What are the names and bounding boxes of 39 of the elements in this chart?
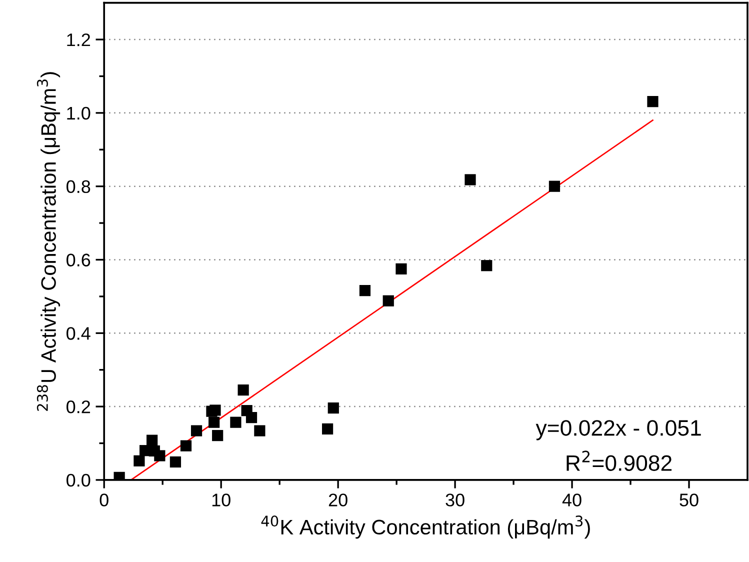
point — [382, 295, 394, 306]
point — [328, 402, 339, 414]
point — [322, 423, 334, 434]
y-tick-label: 0.6 — [66, 254, 90, 266]
y-tick-label: 1.0 — [67, 106, 90, 120]
x-tick-label: 40 — [562, 494, 582, 506]
x-tick-label: 30 — [446, 494, 464, 506]
point — [481, 260, 492, 272]
x-tick-label: 20 — [328, 494, 348, 506]
point — [464, 174, 476, 186]
point — [170, 456, 182, 468]
point — [238, 384, 249, 396]
y-tick-label: 0.8 — [66, 180, 90, 194]
point — [230, 416, 242, 428]
point — [146, 434, 158, 446]
annotation: R$^{2}$=0.9082 — [566, 450, 672, 471]
x-tick-label: 10 — [212, 494, 230, 506]
point — [134, 455, 145, 466]
y-axis-title: $^{238}$U Activity Concentration (μBq/m$^{3}$) — [36, 72, 60, 411]
point — [180, 440, 192, 452]
y-tick-label: 0.2 — [66, 400, 90, 414]
point — [647, 96, 658, 108]
point — [212, 430, 224, 442]
x-tick-label: 0 — [100, 494, 108, 506]
point — [396, 263, 407, 274]
x-tick-label: 50 — [680, 494, 698, 506]
point — [246, 412, 258, 424]
point — [190, 425, 202, 436]
annotation: y=0.022x - 0.051 — [536, 420, 701, 440]
point — [548, 180, 560, 192]
y-tick-label: 0.4 — [66, 327, 90, 340]
point — [154, 450, 166, 462]
x-axis-title: $^{40}$K Activity Concentration (μBq/m$^{3}$) — [261, 516, 590, 539]
point — [359, 285, 371, 296]
y-tick-label: 1.2 — [67, 33, 90, 46]
point — [208, 416, 220, 428]
point — [254, 425, 266, 436]
y-tick-label: 0.0 — [66, 474, 90, 487]
point — [210, 404, 221, 416]
